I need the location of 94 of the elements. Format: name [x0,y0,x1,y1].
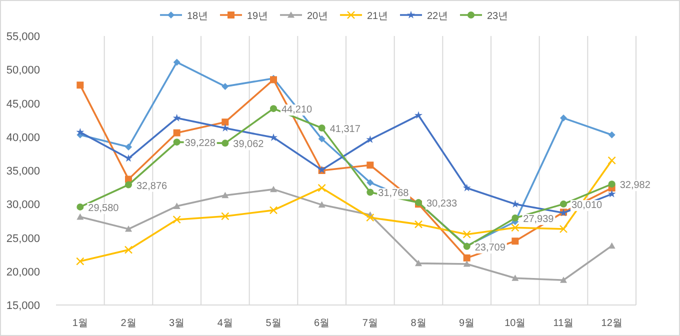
x-tick-label: 12월 [601,318,622,329]
legend-label: 23년 [487,11,508,22]
x-tick-label: 6월 [314,318,330,329]
point [270,186,277,192]
point [415,260,422,266]
point [318,201,326,208]
data-label: 32,876 [136,180,168,192]
point [124,154,132,162]
point [125,181,132,188]
point [270,133,278,141]
y-tick-label: 45,000 [6,98,40,110]
point [463,260,470,267]
data-label: 31,768 [378,188,410,200]
point [414,220,423,228]
point [270,105,277,112]
point [608,131,616,138]
x-tick-label: 11월 [553,318,574,329]
point [366,213,374,222]
point [318,135,326,142]
point [173,138,180,146]
point [269,206,278,214]
point [173,129,180,136]
point [222,118,229,126]
point [366,135,374,143]
legend-label: 19년 [247,11,268,22]
x-tick-label: 9월 [459,318,475,329]
point [76,203,84,210]
point [559,224,568,234]
legend-label: 21년 [367,11,388,22]
point [560,114,567,122]
point [560,200,567,208]
y-tick-label: 50,000 [6,64,40,77]
y-tick-label: 15,000 [6,300,40,312]
point [366,162,374,169]
point [124,246,133,254]
x-tick-label: 5월 [266,318,282,329]
point [366,188,374,196]
legend-label: 18년 [187,11,208,22]
point [512,238,519,245]
point [172,215,181,224]
y-tick-label: 35,000 [6,166,40,178]
legend-label: 20년 [307,11,328,22]
data-label: 41,317 [330,124,361,136]
point [462,230,471,238]
point [414,111,422,119]
x-tick-label: 4월 [217,318,233,329]
data-label: 44,210 [282,104,313,116]
data-label: 29,580 [88,202,120,214]
point [608,180,616,188]
point [512,274,519,281]
point [608,242,616,249]
y-tick-label: 20,000 [6,266,40,278]
data-label: 23,709 [474,242,506,254]
data-label: 32,982 [620,180,651,192]
point [76,82,84,89]
point [173,202,180,209]
point [222,140,229,147]
point [125,226,132,232]
y-tick-label: 40,000 [6,132,40,144]
point [76,257,84,266]
point [76,128,84,136]
legend-label: 22년 [427,11,448,22]
data-label: 27,939 [523,214,554,225]
point [76,213,84,220]
point [608,156,616,165]
x-tick-label: 8월 [410,318,426,329]
point [511,224,520,232]
point [221,212,230,220]
x-tick-label: 10월 [504,318,526,329]
y-tick-label: 25,000 [6,232,40,245]
y-tick-label: 30,000 [6,199,40,212]
point [125,143,132,150]
point [462,184,471,192]
y-tick-label: 55,000 [6,31,40,43]
point [221,124,230,132]
data-label: 39,062 [233,139,264,150]
x-tick-label: 2월 [120,318,136,329]
data-label: 39,228 [184,138,216,150]
point [463,254,470,262]
point [608,190,616,198]
data-label: 30,233 [426,198,458,210]
point [222,82,229,90]
x-tick-label: 1월 [72,318,88,329]
point [560,276,567,283]
point [173,58,180,66]
data-label: 30,010 [572,200,603,212]
x-tick-label: 3월 [169,318,185,329]
point [366,179,374,186]
point [318,184,326,192]
point [318,124,326,132]
point [512,214,519,222]
x-tick-label: 7월 [362,318,378,329]
point [222,192,229,198]
point [172,114,181,122]
